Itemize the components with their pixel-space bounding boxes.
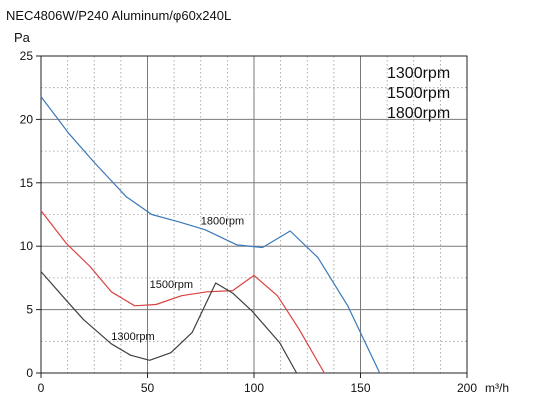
axis-ticks: 0 50 100 150 200 0 5 10 15 20 25 [20, 49, 478, 395]
series-line-1800rpm [40, 96, 381, 374]
series-label-1500rpm: 1500rpm [150, 279, 193, 291]
legend-entry: 1300rpm [387, 65, 450, 82]
y-tick-label: 5 [26, 303, 33, 317]
major-grid [41, 56, 467, 373]
chart-title: NEC4806W/P240 Aluminum/φ60x240L [6, 8, 232, 23]
x-tick-label: 0 [38, 381, 45, 395]
legend-entry: 1500rpm [387, 85, 450, 102]
x-tick-label: 150 [350, 381, 370, 395]
y-tick-label: 10 [20, 239, 34, 253]
series-lines [40, 96, 381, 374]
legend: 1300rpm 1500rpm 1800rpm [387, 65, 450, 122]
y-tick-label: 25 [20, 49, 34, 63]
x-tick-label: 200 [457, 381, 477, 395]
series-label-1800rpm: 1800rpm [201, 216, 244, 228]
series-label-1300rpm: 1300rpm [111, 331, 154, 343]
x-tick-label: 50 [141, 381, 155, 395]
legend-entry: 1800rpm [387, 105, 450, 122]
series-line-1300rpm [40, 271, 298, 374]
y-tick-label: 20 [20, 112, 34, 126]
y-axis-unit: Pa [14, 30, 30, 45]
series-annotations: 1800rpm 1500rpm 1300rpm [111, 216, 244, 343]
x-axis-unit: m³/h [485, 381, 509, 395]
x-tick-label: 100 [244, 381, 264, 395]
y-tick-label: 0 [26, 366, 33, 380]
series-line-1500rpm [40, 210, 325, 374]
y-tick-label: 15 [20, 176, 34, 190]
